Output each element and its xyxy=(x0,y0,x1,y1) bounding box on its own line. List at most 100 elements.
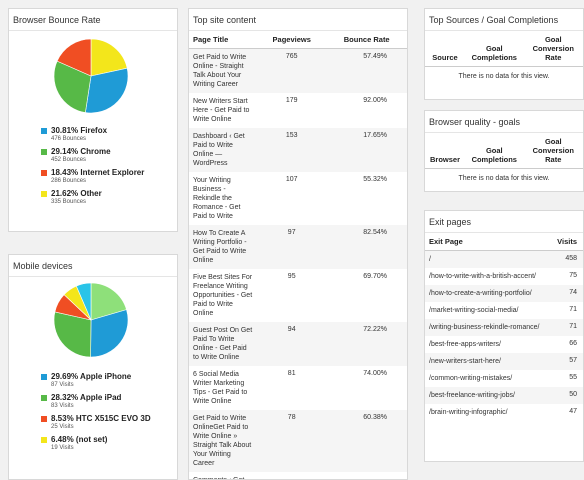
mobile-legend: 29.69% Apple iPhone 87 Visits 28.32% Apple… xyxy=(41,372,151,456)
table-row[interactable]: Guest Post On Get Paid To Write Online -… xyxy=(189,322,407,366)
bounce-rate-cell: 74.00% xyxy=(363,370,387,377)
exit-page-cell[interactable]: /how-to-write-with-a-british-accent/ xyxy=(429,273,536,280)
pie-slice[interactable] xyxy=(85,67,129,114)
table-row[interactable]: /how-to-write-with-a-british-accent/75 xyxy=(425,268,583,285)
table-row[interactable]: Five Best Sites For Freelance Writing Op… xyxy=(189,269,407,322)
bounce-pie-chart[interactable] xyxy=(52,37,130,117)
table-row[interactable]: / 458 xyxy=(425,250,583,268)
pageviews-cell: 153 xyxy=(285,132,298,139)
column-header-page-title[interactable]: Page Title xyxy=(193,35,229,44)
pie-slice[interactable] xyxy=(90,282,127,321)
column-header-goal-completions[interactable]: Goal Completions xyxy=(471,44,517,62)
table-row[interactable]: How To Create A Writing Portfolio - Get … xyxy=(189,225,407,269)
pie-slice[interactable] xyxy=(53,311,92,358)
table-row[interactable]: /common-writing-mistakes/55 xyxy=(425,370,583,387)
legend-count: 19 Visits xyxy=(51,445,74,451)
column-header-goal-completions[interactable]: Goal Completions xyxy=(471,146,517,164)
bounce-legend: 30.81% Firefox 476 Bounces 29.14% Chrome 45… xyxy=(41,126,144,210)
page-title-cell[interactable]: Dashboard ‹ Get Paid to Write Online — W… xyxy=(193,133,245,167)
table-row[interactable]: /best-free-apps-writers/66 xyxy=(425,336,583,353)
browser-bounce-rate-widget: Browser Bounce Rate 30.81% Firefox 476 Bo… xyxy=(8,8,178,232)
quality-table: Browser Goal Completions Goal Conversion… xyxy=(425,133,583,169)
page-title-cell[interactable]: 6 Social Media Writer Marketing Tips - G… xyxy=(193,371,248,405)
legend-label: 21.62% Other xyxy=(51,189,102,198)
pie-slice[interactable] xyxy=(90,309,129,358)
page-title-cell[interactable]: Your Writing Business - Rekindle the Rom… xyxy=(193,177,241,220)
legend-item: 18.43% Internet Explorer 286 Bounces xyxy=(41,168,144,184)
mobile-pie-chart[interactable] xyxy=(52,281,130,361)
visits-cell: 74 xyxy=(569,289,577,296)
column-header-source[interactable]: Source xyxy=(432,53,458,62)
exit-pages-widget: Exit pages Exit Page Visits / 458/how-to-… xyxy=(424,210,584,462)
visits-cell: 55 xyxy=(569,374,577,381)
legend-swatch xyxy=(41,169,47,176)
page-title-cell[interactable]: New Writers Start Here - Get Paid to Wri… xyxy=(193,98,250,123)
content-table: Page Title Pageviews Bounce Rate Get Pai… xyxy=(189,31,407,479)
legend-label: 8.53% HTC X515C EVO 3D xyxy=(51,414,151,423)
column-header-goal-conversion-rate[interactable]: Goal Conversion Rate xyxy=(532,35,574,62)
exit-page-cell[interactable]: /best-free-apps-writers/ xyxy=(429,341,501,348)
page-title-cell[interactable]: Comments ‹ Get xyxy=(189,472,257,479)
table-row[interactable]: 6 Social Media Writer Marketing Tips - G… xyxy=(189,366,407,410)
legend-item: 8.53% HTC X515C EVO 3D 25 Visits xyxy=(41,414,151,430)
table-row[interactable]: Get Paid to Write OnlineGet Paid to Writ… xyxy=(189,410,407,472)
table-row[interactable]: /market-writing-social-media/71 xyxy=(425,302,583,319)
exit-page-cell[interactable]: /writing-business-rekindle-romance/ xyxy=(429,324,540,331)
column-header-visits[interactable]: Visits xyxy=(557,237,577,246)
bounce-rate-cell: 69.70% xyxy=(363,273,387,280)
legend-count: 286 Bounces xyxy=(51,178,87,184)
table-row[interactable]: /how-to-create-a-writing-portfolio/74 xyxy=(425,285,583,302)
table-row[interactable]: Your Writing Business - Rekindle the Rom… xyxy=(189,172,407,225)
page-title-cell[interactable]: Guest Post On Get Paid To Write Online -… xyxy=(193,327,253,361)
column-header-browser[interactable]: Browser xyxy=(429,155,460,164)
exit-page-cell[interactable]: /market-writing-social-media/ xyxy=(429,307,519,314)
bounce-rate-cell: 55.32% xyxy=(363,176,387,183)
table-row[interactable]: /new-writers-start-here/57 xyxy=(425,353,583,370)
bounce-rate-cell: 17.65% xyxy=(363,132,387,139)
page-title-cell[interactable]: Get Paid to Write Online - Straight Talk… xyxy=(193,54,247,88)
table-row[interactable]: /brain-writing-infographic/47 xyxy=(425,404,583,421)
exit-page-cell[interactable]: /how-to-create-a-writing-portfolio/ xyxy=(429,290,532,297)
visits-cell: 66 xyxy=(569,340,577,347)
table-row[interactable]: /best-freelance-writing-jobs/50 xyxy=(425,387,583,404)
exit-page-cell[interactable]: /new-writers-start-here/ xyxy=(429,358,501,365)
bounce-rate-cell: 92.00% xyxy=(363,97,387,104)
pageviews-cell xyxy=(257,472,326,479)
column-header-exit-page[interactable]: Exit Page xyxy=(429,237,463,246)
table-row[interactable]: /writing-business-rekindle-romance/71 xyxy=(425,319,583,336)
exit-page-cell[interactable]: /best-freelance-writing-jobs/ xyxy=(429,392,515,399)
exit-page-cell[interactable]: /common-writing-mistakes/ xyxy=(429,375,513,382)
bounce-rate-cell: 72.22% xyxy=(363,326,387,333)
exit-page-cell[interactable]: / xyxy=(429,256,431,263)
top-sources-widget: Top Sources / Goal Completions Source Go… xyxy=(424,8,584,100)
pageviews-cell: 81 xyxy=(287,370,296,377)
table-row[interactable]: New Writers Start Here - Get Paid to Wri… xyxy=(189,93,407,128)
page-title-cell[interactable]: Get Paid to Write OnlineGet Paid to Writ… xyxy=(193,415,252,467)
pie-slice[interactable] xyxy=(53,60,92,113)
pie-slice[interactable] xyxy=(90,38,128,77)
page-title-cell[interactable]: How To Create A Writing Portfolio - Get … xyxy=(193,230,247,264)
column-header-pageviews[interactable]: Pageviews xyxy=(272,35,311,44)
widget-title: Browser quality - goals xyxy=(425,111,583,133)
pageviews-cell: 95 xyxy=(287,273,296,280)
widget-title: Top Sources / Goal Completions xyxy=(425,9,583,31)
table-row[interactable]: Get Paid to Write Online - Straight Talk… xyxy=(189,48,407,93)
visits-cell: 50 xyxy=(569,391,577,398)
bounce-rate-cell xyxy=(326,472,407,479)
table-row[interactable]: Comments ‹ Get xyxy=(189,472,407,479)
legend-label: 29.69% Apple iPhone xyxy=(51,372,132,381)
column-header-bounce-rate[interactable]: Bounce Rate xyxy=(343,35,390,44)
column-header-goal-conversion-rate[interactable]: Goal Conversion Rate xyxy=(532,137,574,164)
visits-cell: 71 xyxy=(569,306,577,313)
visits-cell: 458 xyxy=(565,255,577,262)
legend-label: 6.48% (not set) xyxy=(51,435,108,444)
exit-page-cell[interactable]: /brain-writing-infographic/ xyxy=(429,409,508,416)
no-data-message: There is no data for this view. xyxy=(458,73,550,80)
legend-swatch xyxy=(41,415,47,422)
page-title-cell[interactable]: Five Best Sites For Freelance Writing Op… xyxy=(193,274,253,317)
visits-cell: 71 xyxy=(569,323,577,330)
visits-cell: 57 xyxy=(569,357,577,364)
pie-slice[interactable] xyxy=(75,282,92,321)
table-row[interactable]: Dashboard ‹ Get Paid to Write Online — W… xyxy=(189,128,407,172)
pie-slice[interactable] xyxy=(56,38,92,77)
